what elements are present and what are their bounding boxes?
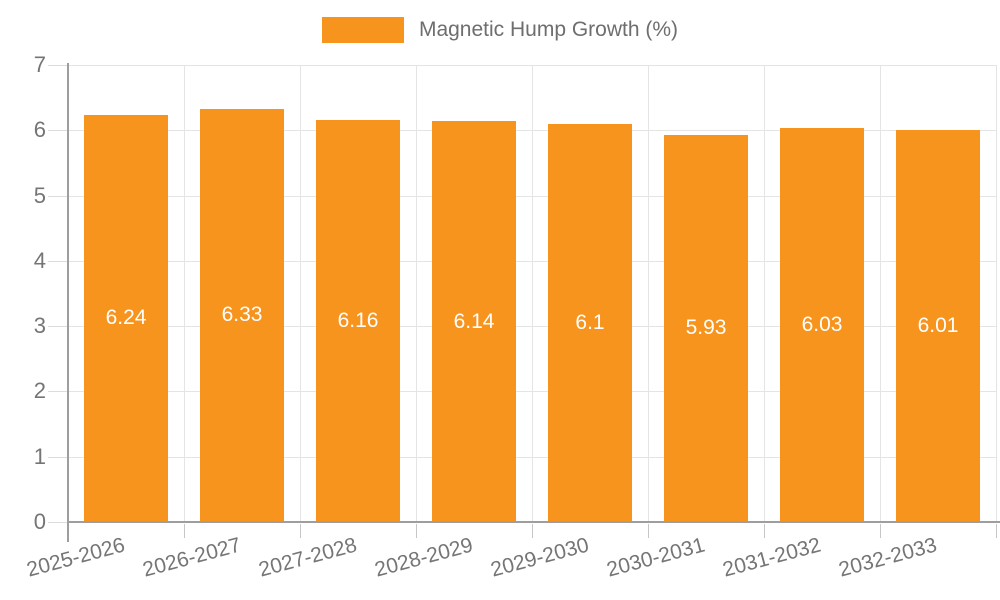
y-axis-tick (48, 65, 68, 66)
x-axis-tick (648, 524, 649, 538)
x-axis-tick (996, 524, 997, 538)
legend-label: Magnetic Hump Growth (%) (418, 18, 679, 41)
bar (896, 129, 980, 522)
x-axis-tick (300, 524, 301, 538)
h-gridline (68, 260, 996, 262)
x-tick-label: 2026-2027 (140, 533, 244, 582)
x-tick-label: 2028-2029 (372, 533, 476, 582)
y-axis-tick (48, 260, 68, 262)
x-tick-label: 2027-2028 (256, 533, 360, 582)
y-tick-label: 4 (33, 247, 46, 273)
chart-legend: Magnetic Hump Growth (%) (0, 17, 1000, 43)
y-axis-tick (48, 130, 68, 132)
bar (780, 128, 864, 522)
x-tick-label: 2025-2026 (24, 533, 128, 582)
x-tick-label: 2031-2032 (720, 533, 824, 582)
x-axis-tick (764, 524, 765, 538)
y-axis-tick (48, 326, 68, 328)
h-gridline (68, 391, 996, 393)
bar-value-label: 6.33 (221, 303, 263, 327)
v-gridline (184, 65, 185, 522)
bar (316, 119, 400, 522)
y-axis-tick (48, 391, 68, 393)
bar-value-label: 6.14 (453, 309, 495, 333)
x-tick-label: 2030-2031 (604, 533, 708, 582)
v-gridline (880, 65, 881, 522)
x-axis-line (68, 521, 1000, 523)
h-gridline (68, 195, 996, 197)
bar (200, 108, 284, 522)
x-axis-tick (416, 524, 417, 538)
y-tick-label: 0 (33, 509, 46, 534)
h-gridline (68, 65, 996, 66)
x-tick-label: 2029-2030 (488, 533, 592, 582)
y-tick-label: 6 (33, 117, 46, 143)
y-axis-tick (48, 522, 68, 523)
x-axis-tick (184, 524, 185, 538)
h-gridline (68, 326, 996, 328)
v-gridline (996, 65, 997, 522)
bar (432, 121, 516, 522)
bar-value-label: 6.01 (917, 313, 959, 337)
x-axis-tick (880, 524, 881, 538)
y-tick-label: 5 (33, 182, 46, 208)
v-gridline (300, 65, 301, 522)
v-gridline (532, 65, 533, 522)
y-tick-label: 7 (33, 52, 46, 77)
bar-value-label: 5.93 (685, 316, 727, 340)
bar-value-label: 6.24 (105, 306, 147, 330)
h-gridline (68, 130, 996, 132)
x-tick-label: 2032-2033 (836, 533, 940, 582)
v-gridline (648, 65, 649, 522)
h-gridline (68, 456, 996, 458)
y-tick-label: 3 (33, 313, 46, 339)
bar-value-label: 6.16 (337, 308, 379, 332)
y-tick-label: 1 (33, 443, 46, 469)
bar (664, 134, 748, 522)
bar (84, 114, 168, 522)
bar-value-label: 6.1 (575, 310, 605, 334)
legend-color-swatch (321, 17, 404, 43)
v-gridline (764, 65, 765, 522)
y-axis-tick (48, 195, 68, 197)
y-tick-label: 2 (33, 378, 46, 404)
bar (548, 123, 632, 522)
bar-value-label: 6.03 (801, 313, 843, 337)
x-axis-tick (532, 524, 533, 538)
v-gridline (416, 65, 417, 522)
y-axis-line (67, 63, 69, 542)
y-axis-tick (48, 456, 68, 458)
